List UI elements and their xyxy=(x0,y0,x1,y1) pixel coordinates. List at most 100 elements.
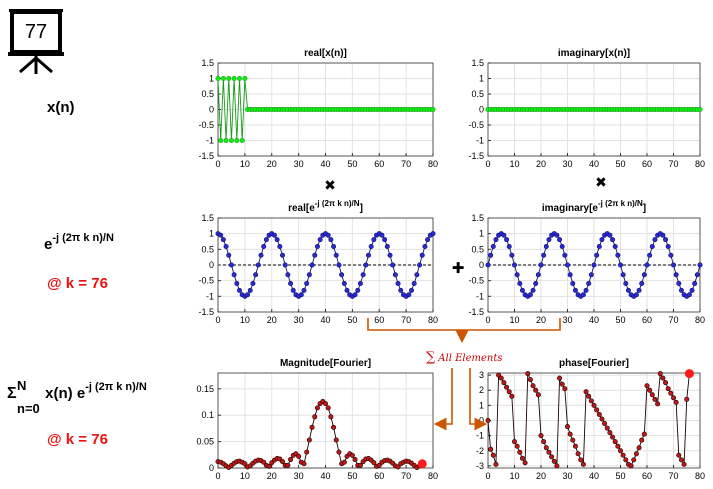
imag_kernel-point xyxy=(485,262,491,268)
sigma-symbol: Σ xyxy=(7,385,17,402)
imag_x-ytick-label: -0.5 xyxy=(468,120,484,130)
real_kernel-point xyxy=(218,232,224,238)
phase-point xyxy=(596,411,602,417)
phase-point xyxy=(673,399,679,405)
magnitude-xtick-label: 0 xyxy=(215,471,220,481)
phase-point xyxy=(554,463,560,469)
real_kernel-ytick-label: 1.5 xyxy=(201,213,214,223)
imag_x-ytick-label: 1.5 xyxy=(471,58,484,68)
real_kernel-point xyxy=(392,272,398,278)
real_kernel-point xyxy=(363,262,369,268)
chart-real-x: real[x(n)] 0 10 20 30 40 50 60 70 80 -1.5 -1 -0.5 0 0.… xyxy=(198,48,438,169)
magnitude-point xyxy=(261,459,267,465)
real_kernel-point xyxy=(304,280,310,286)
real_kernel-point xyxy=(341,280,347,286)
real_kernel-point xyxy=(390,262,396,268)
magnitude-point xyxy=(325,405,331,411)
imag_kernel-point xyxy=(538,262,544,268)
real_kernel-xtick-label: 10 xyxy=(240,315,250,325)
magnitude-ytick-label: 0.1 xyxy=(201,410,214,420)
phase-point xyxy=(604,425,610,431)
imag_x-xtick-label: 20 xyxy=(536,159,546,169)
imag_x-xtick-label: 80 xyxy=(695,159,705,169)
real_x-xtick-label: 30 xyxy=(294,159,304,169)
real_x-point xyxy=(231,75,237,81)
imag_kernel-point xyxy=(511,262,517,268)
phase-point xyxy=(533,387,539,393)
real_x-xtick-label: 40 xyxy=(320,159,330,169)
phase-point xyxy=(610,434,616,440)
real_kernel-point xyxy=(255,262,261,268)
imag_kernel-ytick-label: 0.5 xyxy=(471,244,484,254)
imag_kernel-point xyxy=(504,237,510,243)
magnitude-highlight-point xyxy=(417,459,427,469)
real_kernel-point xyxy=(398,287,404,293)
real_kernel-point xyxy=(236,287,242,293)
imag_kernel-point xyxy=(490,244,496,250)
imag_x-xtick-label: 10 xyxy=(509,159,519,169)
phase-point xyxy=(623,457,629,463)
imag_kernel-xtick-label: 80 xyxy=(695,315,705,325)
phase-point xyxy=(599,416,605,422)
magnitude-point xyxy=(280,459,286,465)
real_x-point xyxy=(223,138,229,144)
imag_kernel-point xyxy=(580,292,586,298)
imag_x-xtick-label: 0 xyxy=(485,159,490,169)
real_x-xtick-label: 50 xyxy=(347,159,357,169)
magnitude-point xyxy=(328,414,334,420)
magnitude-ytick-label: 0.05 xyxy=(196,437,214,447)
real_kernel-point xyxy=(325,232,331,238)
imag_kernel-ytick-label: -1 xyxy=(476,291,484,301)
imag_kernel-point xyxy=(501,232,507,238)
magnitude-xtick-label: 30 xyxy=(294,471,304,481)
real_x-point xyxy=(218,138,224,144)
phase-point xyxy=(549,454,555,460)
imag_kernel-xtick-label: 60 xyxy=(642,315,652,325)
real_kernel-point xyxy=(309,262,315,268)
magnitude-title: Magnitude[Fourier] xyxy=(280,358,371,369)
real_kernel-point xyxy=(414,272,420,278)
real_kernel-point xyxy=(290,287,296,293)
phase-point xyxy=(522,460,528,466)
real_kernel-point xyxy=(339,272,345,278)
magnitude-point xyxy=(309,424,315,430)
real_kernel-point xyxy=(331,244,337,250)
phase-point xyxy=(615,443,621,449)
real_kernel-ytick-label: -0.5 xyxy=(198,276,214,286)
imag_kernel-point xyxy=(636,287,642,293)
imag_kernel-point xyxy=(668,252,674,258)
magnitude-point xyxy=(333,437,339,443)
real_kernel-title: real[e-j (2π k n)/N] xyxy=(288,199,363,214)
real_kernel-xtick-label: 20 xyxy=(267,315,277,325)
phase-point xyxy=(543,445,549,451)
real_x-xtick-label: 70 xyxy=(401,159,411,169)
real_x-xtick-label: 0 xyxy=(215,159,220,169)
imag_kernel-xtick-label: 70 xyxy=(668,315,678,325)
real_kernel-point xyxy=(280,252,286,258)
imag_kernel-point xyxy=(586,280,592,286)
phase-ytick-label: 1 xyxy=(479,400,484,410)
magnitude-series-line xyxy=(217,400,423,469)
magnitude-point xyxy=(285,462,291,468)
phase-point xyxy=(578,457,584,463)
kernel-base: e xyxy=(44,236,53,253)
sum-exponent: -j (2π k n)/N xyxy=(85,381,147,393)
chart-real-kernel: real[e-j (2π k n)/N]0 10 20 30 40 50 60 70 80-1.… xyxy=(198,199,438,325)
phase-point xyxy=(506,389,512,395)
real_kernel-point xyxy=(220,237,226,243)
imag_kernel-point xyxy=(517,280,523,286)
real_kernel-point xyxy=(430,231,436,237)
real_kernel-point xyxy=(277,244,283,250)
imag_x-ytick-label: 1 xyxy=(479,74,484,84)
magnitude-xtick-label: 10 xyxy=(240,471,250,481)
phase-point xyxy=(498,375,504,381)
real_kernel-point xyxy=(417,262,423,268)
phase-point xyxy=(639,437,645,443)
real_kernel-point xyxy=(301,287,307,293)
imag_kernel-point xyxy=(665,244,671,250)
phase-point xyxy=(501,380,507,386)
phase-xtick-label: 0 xyxy=(485,471,490,481)
chart-imag-kernel: imaginary[e-j (2π k n)/N]0 10 20 30 40 50 60 70… xyxy=(468,199,705,325)
imag_kernel-point xyxy=(639,280,645,286)
phase-point xyxy=(541,439,547,445)
